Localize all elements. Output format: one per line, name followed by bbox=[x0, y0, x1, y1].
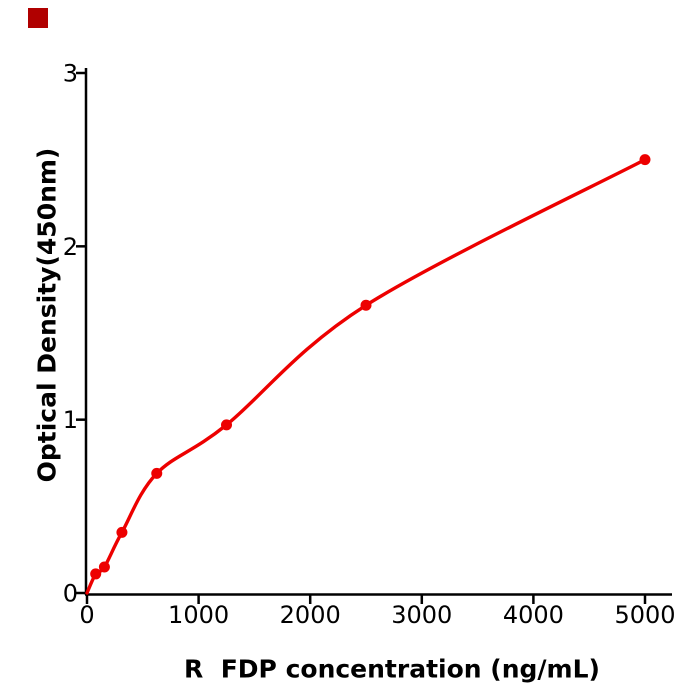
tick-labels-group: 0 1000 2000 3000 4000 5000 0 1 2 3 bbox=[63, 60, 676, 630]
data-point bbox=[221, 419, 232, 431]
data-point bbox=[98, 561, 110, 573]
x-tick-label: 5000 bbox=[614, 601, 675, 629]
y-tick-label: 3 bbox=[63, 60, 78, 88]
axes-group bbox=[76, 68, 672, 604]
data-points-group bbox=[90, 154, 651, 580]
x-tick-label: 0 bbox=[79, 601, 94, 629]
data-point bbox=[360, 299, 372, 311]
data-point bbox=[116, 526, 128, 538]
x-axis-title: R FDP concentration (ng/mL) bbox=[184, 654, 600, 684]
y-tick-label: 2 bbox=[63, 233, 78, 261]
x-tick-label: 2000 bbox=[280, 601, 341, 629]
data-point bbox=[639, 154, 651, 166]
data-point bbox=[151, 467, 163, 479]
x-tick-label: 1000 bbox=[168, 601, 229, 629]
x-tick-label: 4000 bbox=[503, 601, 564, 629]
data-point bbox=[90, 568, 102, 580]
y-tick-label: 1 bbox=[63, 406, 78, 434]
y-axis-title: Optical Density(450nm) bbox=[32, 147, 62, 483]
x-tick-label: 3000 bbox=[391, 601, 452, 629]
corner-marker bbox=[28, 8, 48, 28]
fit-curve bbox=[85, 157, 647, 595]
y-tick-label: 0 bbox=[63, 580, 78, 608]
